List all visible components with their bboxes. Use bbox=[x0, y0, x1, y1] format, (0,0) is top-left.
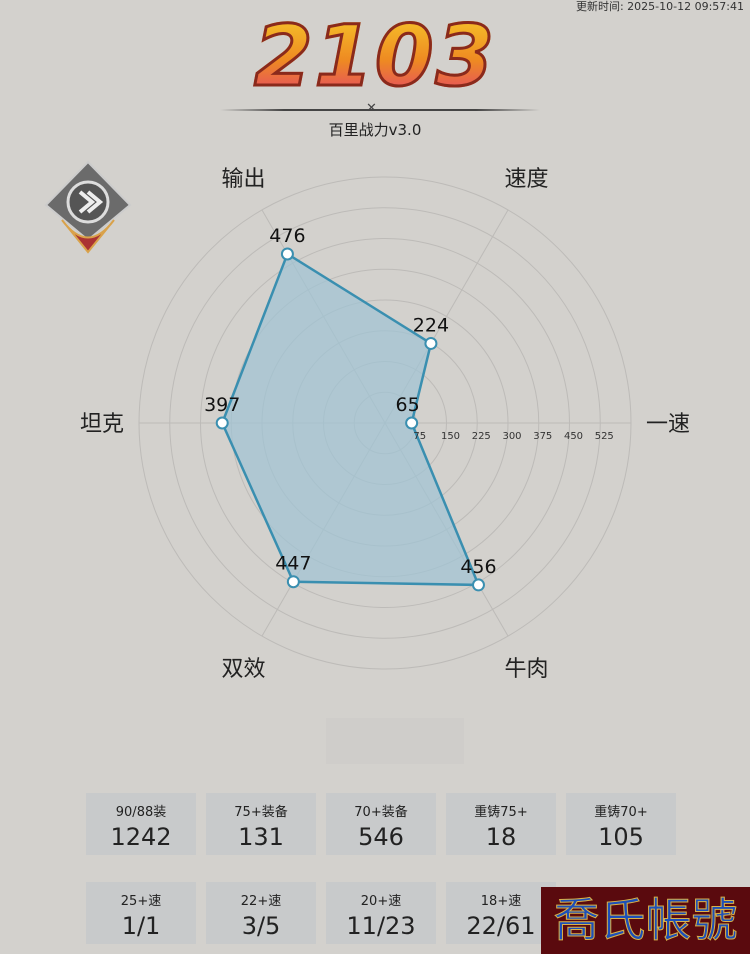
crossed-swords-icon: ✕ bbox=[366, 101, 377, 116]
stat-card: 90/88装 1242 bbox=[86, 793, 196, 855]
subtitle: 百里战力v3.0 bbox=[328, 121, 422, 139]
data-label: 65 bbox=[396, 394, 420, 416]
stat-card: 重铸75+ 18 bbox=[446, 793, 556, 855]
blurred-region bbox=[326, 718, 464, 764]
update-time: 更新时间: 2025-10-12 09:57:41 bbox=[575, 0, 744, 13]
stat-card: 75+装备 131 bbox=[206, 793, 316, 855]
rank-badge-icon bbox=[44, 160, 132, 254]
stat-value: 131 bbox=[238, 823, 284, 851]
data-polygon bbox=[220, 252, 481, 587]
stat-label: 75+装备 bbox=[234, 805, 288, 820]
data-point bbox=[471, 578, 485, 592]
data-point bbox=[280, 247, 294, 261]
stat-value: 3/5 bbox=[241, 912, 281, 940]
stat-label: 22+速 bbox=[240, 894, 282, 909]
stat-value: 1242 bbox=[110, 823, 172, 851]
ring-label: 525 bbox=[595, 431, 614, 442]
stat-value: 11/23 bbox=[346, 912, 416, 940]
data-label: 397 bbox=[204, 394, 240, 416]
axis-label: 坦克 bbox=[80, 412, 124, 437]
stat-card: 25+速 1/1 bbox=[86, 882, 196, 944]
axis-label: 一速 bbox=[646, 412, 690, 437]
data-point bbox=[215, 416, 229, 430]
stat-card: 22+速 3/5 bbox=[206, 882, 316, 944]
stat-value: 18 bbox=[485, 823, 517, 851]
stat-card: 重铸70+ 105 bbox=[566, 793, 676, 855]
stat-label: 18+速 bbox=[480, 894, 522, 909]
data-label: 224 bbox=[413, 314, 449, 336]
ring-label: 300 bbox=[502, 431, 521, 442]
stat-value: 105 bbox=[598, 823, 644, 851]
data-point bbox=[286, 575, 300, 589]
watermark: 喬氏帳號 bbox=[541, 887, 750, 954]
stat-label: 25+速 bbox=[120, 894, 162, 909]
power-score: 2103 bbox=[253, 7, 496, 105]
data-label: 447 bbox=[275, 553, 311, 575]
stat-label: 70+装备 bbox=[354, 805, 408, 820]
stat-value: 546 bbox=[358, 823, 404, 851]
stat-value: 22/61 bbox=[466, 912, 536, 940]
stat-card: 70+装备 546 bbox=[326, 793, 436, 855]
axis-label: 双效 bbox=[221, 657, 265, 682]
ring-label: 225 bbox=[472, 431, 491, 442]
divider bbox=[220, 109, 540, 111]
axis-label: 牛肉 bbox=[504, 657, 548, 682]
data-label: 476 bbox=[269, 225, 305, 247]
stat-label: 90/88装 bbox=[115, 805, 167, 820]
stat-value: 1/1 bbox=[121, 912, 161, 940]
stat-label: 20+速 bbox=[360, 894, 402, 909]
axis-label: 输出 bbox=[221, 167, 265, 192]
data-point bbox=[405, 416, 419, 430]
stat-card: 20+速 11/23 bbox=[326, 882, 436, 944]
axis-label: 速度 bbox=[504, 167, 548, 192]
ring-label: 450 bbox=[564, 431, 583, 442]
stat-label: 重铸75+ bbox=[474, 805, 528, 820]
data-label: 456 bbox=[460, 556, 496, 578]
ring-label: 75 bbox=[413, 431, 426, 442]
ring-label: 150 bbox=[441, 431, 460, 442]
stat-card: 18+速 22/61 bbox=[446, 882, 556, 944]
ring-label: 375 bbox=[533, 431, 552, 442]
stat-label: 重铸70+ bbox=[594, 805, 648, 820]
data-point bbox=[424, 336, 438, 350]
